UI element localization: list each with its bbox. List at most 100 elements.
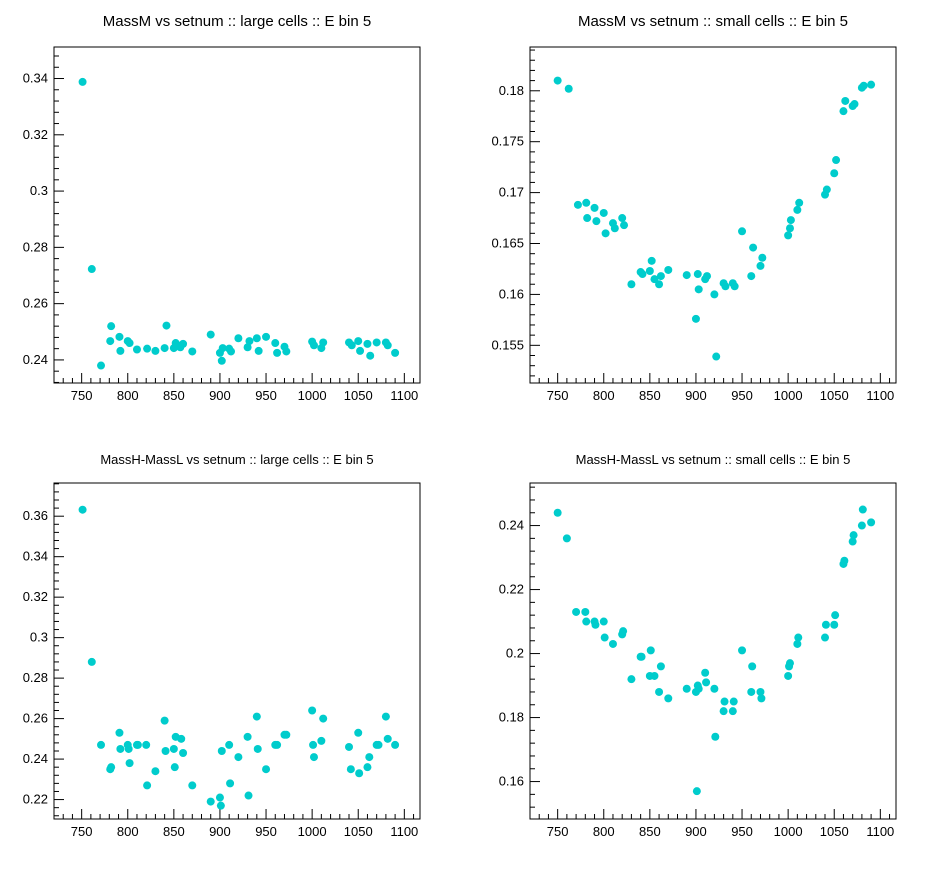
data-point [794, 633, 803, 642]
data-point [618, 214, 627, 223]
data-point [712, 352, 721, 361]
x-axis: 750 800 850 900 950 1000 1050 1100 [53, 373, 418, 403]
y-tick-label: 0.24 [23, 751, 48, 766]
data-point [655, 280, 664, 289]
x-tick-label: 1100 [866, 824, 894, 839]
y-axis: 0.22 0.24 0.26 0.28 0.3 0.32 0.34 0.36 [23, 483, 64, 817]
data-point [142, 740, 151, 749]
data-point [747, 687, 756, 696]
y-tick-label: 0.28 [23, 670, 48, 685]
data-point [691, 314, 700, 323]
data-point [317, 736, 326, 745]
data-point [319, 714, 328, 723]
x-tick-label: 900 [685, 824, 707, 839]
data-point [553, 76, 562, 85]
x-tick-label: 800 [593, 388, 615, 403]
data-point [608, 639, 617, 648]
data-point [254, 346, 263, 355]
data-point [849, 531, 858, 540]
data-point [627, 280, 636, 289]
data-point [133, 740, 142, 749]
chart-title: MassM vs setnum :: large cells :: E bin … [102, 13, 372, 30]
data-point [756, 687, 765, 696]
chart-panel-1: MassM vs setnum :: large cells :: E bin … [0, 0, 476, 436]
data-point [719, 707, 728, 716]
data-point [600, 633, 609, 642]
data-point [793, 205, 802, 214]
data-point [271, 339, 280, 348]
data-point [356, 346, 365, 355]
data-point [143, 781, 152, 790]
data-point [785, 224, 794, 233]
x-tick-label: 800 [117, 824, 139, 839]
x-tick-label: 850 [639, 388, 661, 403]
y-tick-label: 0.26 [23, 296, 48, 311]
data-point [354, 337, 363, 346]
data-points [553, 76, 876, 361]
y-tick-label: 0.18 [499, 83, 524, 98]
data-point [637, 652, 646, 661]
data-point [590, 203, 599, 212]
data-point [728, 707, 737, 716]
data-point [572, 607, 581, 616]
y-tick-label: 0.16 [499, 286, 524, 301]
y-tick-label: 0.28 [23, 239, 48, 254]
x-tick-label: 900 [209, 388, 231, 403]
data-point [243, 343, 252, 352]
data-point [831, 611, 840, 620]
data-point [391, 740, 400, 749]
data-point [206, 797, 215, 806]
data-point [234, 334, 243, 343]
x-tick-label: 950 [731, 824, 753, 839]
x-tick-label: 750 [71, 388, 93, 403]
y-tick-label: 0.18 [499, 710, 524, 725]
y-tick-label: 0.3 [30, 183, 48, 198]
data-point [124, 744, 133, 753]
data-point [650, 671, 659, 680]
data-point [730, 282, 739, 291]
data-point [97, 740, 106, 749]
data-point [87, 265, 96, 274]
data-point [758, 253, 767, 262]
data-point [573, 200, 582, 209]
data-point [273, 348, 282, 357]
data-point [832, 156, 841, 165]
y-tick-label: 0.36 [23, 508, 48, 523]
data-point [309, 740, 318, 749]
data-point [188, 781, 197, 790]
y-tick-label: 0.22 [499, 582, 524, 597]
data-point [252, 712, 261, 721]
data-point [749, 243, 758, 252]
data-point [273, 740, 282, 749]
data-point [720, 697, 729, 706]
data-point [346, 765, 355, 774]
x-tick-label: 1000 [298, 824, 327, 839]
x-tick-label: 750 [547, 388, 569, 403]
scatter-plot: 750 800 850 900 950 1000 1050 1100 0.155 0.16 0.16… [491, 46, 897, 403]
data-point [225, 740, 234, 749]
data-point [692, 787, 701, 796]
data-point [179, 339, 188, 348]
x-tick-label: 1000 [298, 388, 327, 403]
data-point [710, 684, 719, 693]
y-tick-label: 0.155 [491, 337, 524, 352]
data-point [319, 338, 328, 347]
data-point [821, 633, 830, 642]
data-point [78, 77, 87, 86]
data-point [363, 339, 372, 348]
data-point [830, 169, 839, 178]
data-point [188, 347, 197, 356]
chart-title: MassH-MassL vs setnum :: small cells :: … [575, 452, 851, 467]
x-tick-label: 1050 [820, 824, 849, 839]
x-tick-label: 750 [547, 824, 569, 839]
y-axis: 0.24 0.26 0.28 0.3 0.32 0.34 [23, 55, 64, 383]
data-point [374, 740, 383, 749]
data-point [840, 556, 849, 565]
data-point [702, 678, 711, 687]
data-point [115, 332, 124, 341]
data-point [664, 265, 673, 274]
data-point [206, 330, 215, 339]
data-point [355, 769, 364, 778]
x-axis: 750 800 850 900 950 1000 1050 1100 [529, 373, 894, 403]
data-point [354, 728, 363, 737]
